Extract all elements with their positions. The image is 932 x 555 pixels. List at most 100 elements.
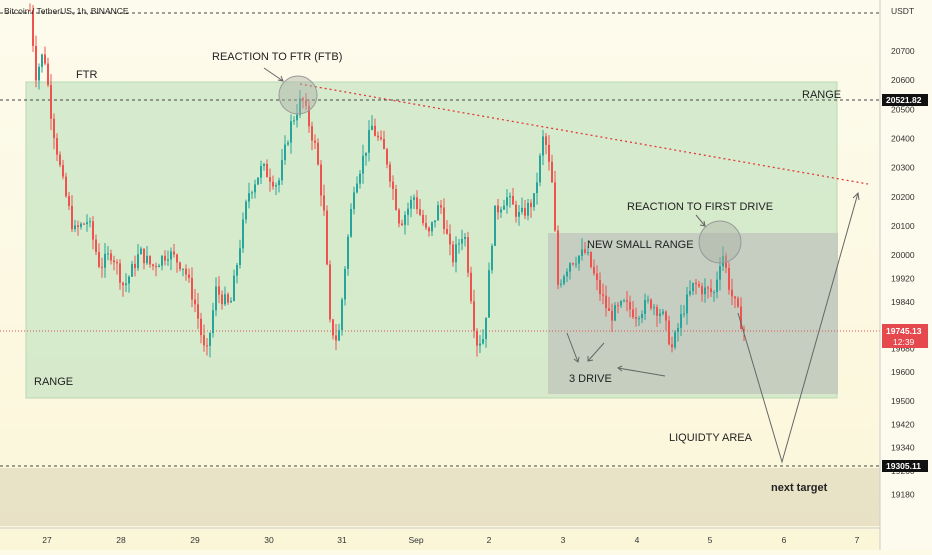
candle-body — [575, 263, 577, 265]
candle-body — [509, 196, 511, 198]
x-tick-label: 2 — [487, 535, 492, 545]
target-tag — [882, 460, 928, 472]
candle-body — [335, 335, 337, 341]
candle-body — [209, 333, 211, 346]
candle-body — [434, 220, 436, 223]
candle-body — [440, 205, 442, 208]
countdown-text: 12:39 — [893, 337, 915, 347]
candle-body — [581, 249, 583, 256]
ftb-circle — [278, 75, 318, 115]
y-tick-label: 20700 — [891, 46, 915, 56]
candle-body — [683, 313, 685, 315]
candle-body — [242, 219, 244, 249]
candle-body — [65, 176, 67, 197]
candle-body — [212, 310, 214, 334]
x-tick-label: 5 — [708, 535, 713, 545]
current-price-text: 19745.13 — [886, 326, 922, 336]
symbol-title: Bitcoin / TetherUS, 1h, BINANCE — [4, 6, 129, 16]
candle-body — [170, 251, 172, 260]
candle-body — [614, 305, 616, 321]
candle-body — [380, 137, 382, 139]
candle-body — [632, 309, 634, 318]
arrow-drive-1 — [566, 332, 580, 363]
candle-body — [584, 249, 586, 253]
candle-body — [299, 98, 301, 115]
candle-body — [302, 98, 304, 101]
candle-body — [392, 181, 394, 190]
x-tick-label: 4 — [635, 535, 640, 545]
candle-body — [374, 125, 376, 136]
price-axis[interactable] — [880, 0, 932, 550]
candle-body — [512, 196, 514, 205]
range-bottom-label: RANGE — [34, 376, 73, 388]
candle-body — [296, 114, 298, 121]
candle-body — [32, 10, 34, 46]
candle-body — [176, 254, 178, 263]
candle-body — [317, 142, 319, 165]
candle-body — [596, 273, 598, 281]
candle-body — [608, 308, 610, 311]
candle-body — [494, 205, 496, 246]
candle-body — [200, 318, 202, 336]
candle-body — [605, 295, 607, 309]
candle-body — [251, 192, 253, 194]
candle-body — [191, 277, 193, 300]
candle-body — [635, 317, 637, 319]
candle-body — [479, 343, 481, 346]
candle-body — [62, 165, 64, 177]
descending-trendline[interactable] — [299, 83, 869, 185]
candle-body — [344, 268, 346, 300]
candle-body — [107, 253, 109, 255]
candle-body — [623, 300, 625, 302]
candle-body — [740, 306, 742, 329]
candle-body — [653, 307, 655, 309]
candle-body — [482, 339, 484, 344]
candle-body — [257, 177, 259, 185]
candle-body — [617, 305, 619, 307]
candle-body — [122, 282, 124, 286]
candle-body — [743, 328, 745, 330]
x-tick-label: 3 — [561, 535, 566, 545]
candle-body — [737, 298, 739, 307]
candle-body — [524, 207, 526, 216]
candle-body — [323, 195, 325, 211]
candle-body — [326, 210, 328, 265]
y-tick-label: 19840 — [891, 297, 915, 307]
candle-body — [131, 263, 133, 277]
candle-body — [269, 177, 271, 182]
candle-body — [341, 299, 343, 331]
candle-body — [365, 152, 367, 156]
candle-body — [332, 319, 334, 336]
candle-body — [50, 85, 52, 119]
candle-body — [719, 266, 721, 280]
candle-body — [278, 180, 280, 186]
candle-body — [308, 105, 310, 127]
candle-body — [29, 10, 31, 12]
candle-body — [656, 307, 658, 316]
candle-body — [77, 225, 79, 227]
candle-body — [443, 207, 445, 230]
ftr-label: FTR — [76, 69, 97, 81]
candle-body — [680, 314, 682, 328]
candle-body — [626, 300, 628, 302]
candle-body — [47, 63, 49, 86]
candle-body — [143, 248, 145, 264]
candle-body — [182, 268, 184, 270]
x-tick-label: 6 — [782, 535, 787, 545]
candle-body — [644, 300, 646, 315]
candle-body — [539, 155, 541, 183]
candle-body — [677, 327, 679, 333]
candle-body — [674, 332, 676, 348]
candle-body — [128, 276, 130, 284]
candle-body — [728, 267, 730, 290]
candle-body — [569, 263, 571, 272]
candle-body — [119, 263, 121, 283]
candle-body — [194, 299, 196, 305]
candle-body — [686, 294, 688, 314]
candle-body — [404, 214, 406, 225]
candle-body — [710, 288, 712, 293]
candle-body — [86, 222, 88, 225]
candle-body — [53, 118, 55, 139]
